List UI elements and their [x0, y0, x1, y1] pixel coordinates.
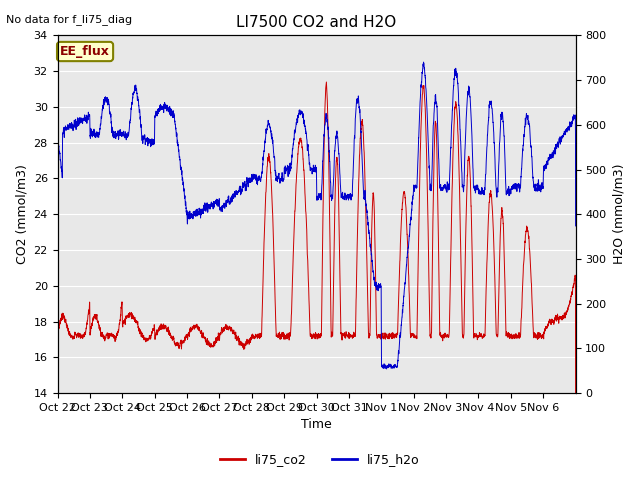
- X-axis label: Time: Time: [301, 419, 332, 432]
- Text: EE_flux: EE_flux: [60, 45, 110, 58]
- Title: LI7500 CO2 and H2O: LI7500 CO2 and H2O: [236, 15, 397, 30]
- Text: No data for f_li75_diag: No data for f_li75_diag: [6, 14, 132, 25]
- Legend: li75_co2, li75_h2o: li75_co2, li75_h2o: [215, 448, 425, 471]
- Y-axis label: CO2 (mmol/m3): CO2 (mmol/m3): [15, 164, 28, 264]
- Y-axis label: H2O (mmol/m3): H2O (mmol/m3): [612, 164, 625, 264]
